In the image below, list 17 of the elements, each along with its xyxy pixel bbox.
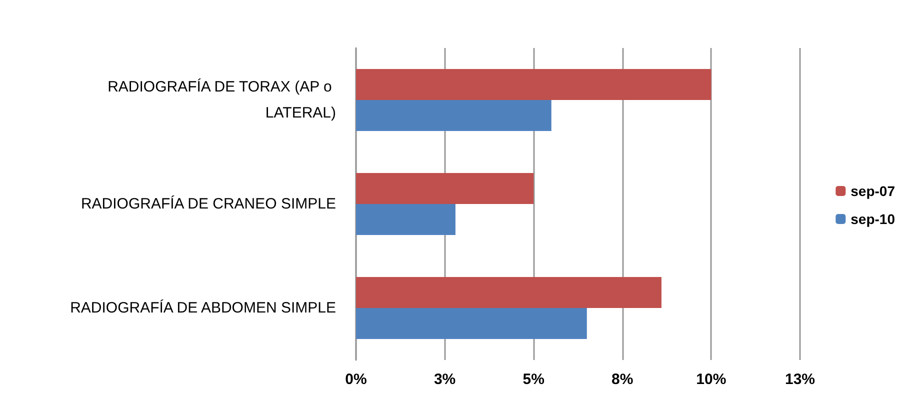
x-tick-label: 10% [696, 371, 726, 388]
bar [356, 69, 712, 100]
y-tick-label: RADIOGRAFÍA DE CRANEO SIMPLE [80, 194, 336, 212]
x-tick-label: 8% [612, 371, 634, 388]
y-tick-label: RADIOGRAFÍA DE ABDOMEN SIMPLE [70, 298, 336, 316]
bar [356, 173, 534, 204]
bar [356, 204, 456, 235]
bar [356, 308, 587, 339]
y-tick-label: RADIOGRAFÍA DE TORAX (AP o LATERAL) [108, 78, 336, 122]
bar [356, 277, 662, 308]
x-tick-label: 13% [784, 371, 816, 388]
x-tick-label: 0% [345, 371, 367, 388]
x-tick-label: 5% [522, 371, 544, 388]
legend-label: sep-10 [850, 211, 896, 227]
x-tick-label: 3% [434, 371, 456, 388]
legend-label: sep-07 [850, 183, 896, 199]
bar [356, 100, 552, 131]
